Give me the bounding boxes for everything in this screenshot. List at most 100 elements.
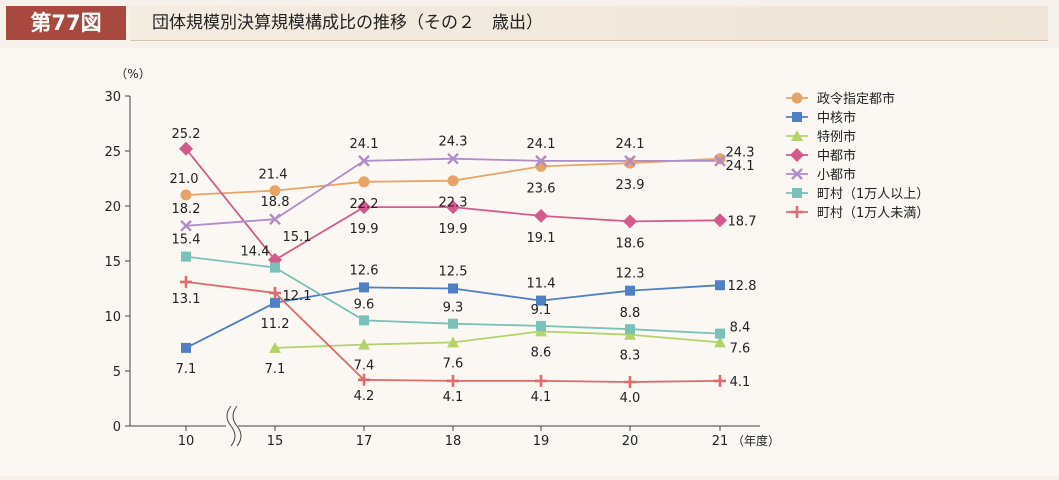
data-point-diamond [446, 200, 460, 215]
data-label: 4.0 [620, 391, 641, 406]
data-point-square [625, 324, 635, 335]
data-label: 12.5 [439, 265, 468, 280]
data-point-x [624, 155, 636, 167]
data-point-square [536, 295, 546, 306]
data-label: 8.4 [730, 321, 751, 336]
data-point-plus [791, 206, 803, 218]
data-label: 4.2 [354, 389, 375, 404]
data-point-plus [358, 373, 370, 386]
y-tick-label: 30 [104, 90, 121, 105]
data-label: 24.1 [350, 137, 379, 152]
data-label: 8.6 [531, 345, 552, 360]
data-point-triangle [447, 336, 459, 348]
data-label: 24.3 [726, 146, 755, 161]
x-axis-unit-label: （年度） [732, 433, 780, 448]
data-label: 15.1 [283, 230, 312, 245]
data-label: 18.7 [728, 214, 757, 229]
data-point-plus [714, 374, 726, 387]
line-chart: 0 5 10 15 20 25 30 （%） 10 15 17 18 19 20 21 （年度） 21.0 21… [104, 67, 929, 449]
data-point-x [269, 213, 281, 226]
data-label: 12.8 [728, 279, 757, 294]
y-axis-unit-label: （%） [115, 67, 150, 81]
data-point-square [715, 328, 725, 339]
data-point-circle [447, 175, 459, 187]
data-label: 21.4 [259, 168, 288, 183]
data-point-square [536, 320, 546, 331]
y-tick-label: 25 [104, 145, 121, 160]
data-label: 9.6 [354, 297, 375, 312]
data-label: 8.8 [620, 306, 641, 321]
data-point-square [270, 262, 280, 273]
data-label: 4.1 [730, 375, 751, 390]
data-label: 9.1 [531, 303, 552, 318]
y-tick-label: 15 [104, 255, 121, 270]
data-label: 7.6 [730, 341, 751, 356]
data-point-square [181, 251, 191, 262]
title-bar: 団体規模別決算規模構成比の推移（その２ 歳出） [130, 6, 1048, 41]
data-label: 23.6 [527, 181, 556, 196]
data-label: 25.2 [172, 127, 201, 142]
chart-title: 団体規模別決算規模構成比の推移（その２ 歳出） [152, 13, 543, 33]
data-label: 24.1 [616, 137, 645, 152]
figure-label: 第77図 [6, 6, 126, 40]
data-point-x [358, 155, 370, 167]
legend-label: 特例市 [817, 129, 856, 145]
axis-break-mark [226, 405, 236, 447]
legend-label: 中核市 [817, 110, 856, 126]
data-point-square [181, 342, 191, 353]
data-label: 12.3 [616, 267, 645, 282]
data-label: 23.9 [616, 178, 645, 193]
axis-break-mark [232, 405, 242, 447]
data-point-square [448, 283, 458, 294]
data-point-diamond [713, 213, 727, 228]
legend-label: 町村（1万人以上） [817, 187, 929, 202]
legend-label: 町村（1万人未満） [817, 206, 929, 221]
data-point-square [359, 282, 369, 293]
data-label: 19.9 [439, 222, 468, 237]
data-label: 7.6 [443, 356, 464, 371]
chart-area: 0 5 10 15 20 25 30 （%） 10 15 17 18 19 20 21 （年度） 21.0 21… [0, 48, 1059, 476]
data-label: 19.1 [527, 231, 556, 246]
data-label: 24.3 [439, 135, 468, 150]
data-point-plus [447, 374, 459, 387]
data-label: 21.0 [170, 172, 199, 187]
data-point-square [625, 285, 635, 296]
data-point-x [791, 168, 803, 180]
data-point-circle [269, 185, 281, 197]
data-point-triangle [714, 336, 726, 348]
data-label: 4.1 [443, 390, 464, 405]
x-tick-label: 21 [712, 434, 729, 449]
legend-label: 小都市 [817, 167, 856, 183]
data-label: 15.4 [172, 233, 201, 248]
data-label: 13.1 [172, 292, 201, 307]
data-label: 19.9 [350, 222, 379, 237]
x-tick-label: 20 [622, 434, 639, 449]
data-point-circle [714, 153, 726, 165]
data-label: 22.3 [439, 196, 468, 211]
data-label: 18.8 [261, 195, 290, 210]
data-point-plus [269, 286, 281, 299]
data-point-diamond [357, 200, 371, 215]
data-point-diamond [790, 148, 804, 162]
data-label: 4.1 [531, 390, 552, 405]
data-label: 18.2 [172, 202, 201, 217]
data-point-triangle [269, 341, 281, 353]
x-tick-label: 19 [533, 434, 550, 449]
x-tick-label: 10 [178, 434, 195, 449]
data-label: 18.6 [616, 236, 645, 251]
data-point-plus [624, 376, 636, 388]
data-point-circle [791, 92, 803, 104]
axis-break-gap [226, 412, 238, 440]
y-tick-label: 20 [104, 200, 121, 215]
data-label: 7.4 [354, 359, 375, 374]
data-point-plus [180, 275, 192, 288]
data-point-square [792, 112, 802, 122]
header: 第77図 団体規模別決算規模構成比の推移（その２ 歳出） [0, 0, 1059, 46]
data-point-circle [624, 157, 636, 169]
data-label: 12.1 [283, 289, 312, 304]
data-label: 11.4 [527, 277, 556, 292]
data-point-triangle [791, 130, 803, 141]
data-point-diamond [179, 141, 193, 156]
x-tick-label: 18 [445, 434, 462, 449]
data-point-circle [358, 176, 370, 188]
